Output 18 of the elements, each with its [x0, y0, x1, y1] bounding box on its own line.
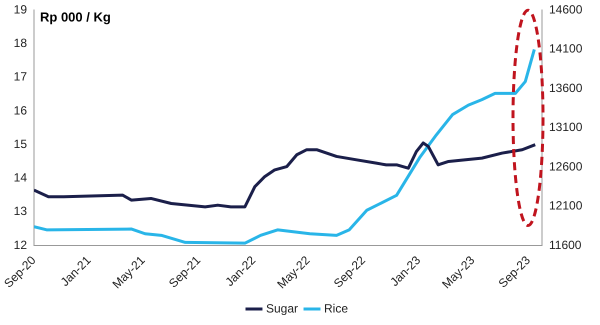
y-tick-label: 12: [14, 238, 28, 252]
y2-tick-label: 11600: [549, 238, 582, 252]
y2-tick-label: 12600: [549, 159, 583, 174]
y2-tick-label: 13600: [549, 80, 583, 95]
y-tick-label: 15: [14, 136, 28, 151]
y2-tick-label: 14100: [549, 42, 583, 56]
y-tick-label: 19: [14, 2, 28, 17]
y-tick-label: 16: [14, 103, 28, 118]
y-tick-label: 14: [14, 170, 28, 185]
y2-tick-label: 14600: [549, 2, 583, 17]
y2-tick-label: 12100: [549, 198, 583, 213]
y-axis-title: Rp 000 / Kg: [40, 9, 111, 24]
y2-tick-label: 13100: [549, 120, 583, 134]
legend-label: Rice: [324, 301, 348, 316]
y-tick-label: 13: [14, 204, 28, 218]
y-tick-label: 17: [14, 70, 28, 84]
y-tick-label: 18: [14, 36, 28, 50]
legend-label: Sugar: [266, 301, 298, 316]
